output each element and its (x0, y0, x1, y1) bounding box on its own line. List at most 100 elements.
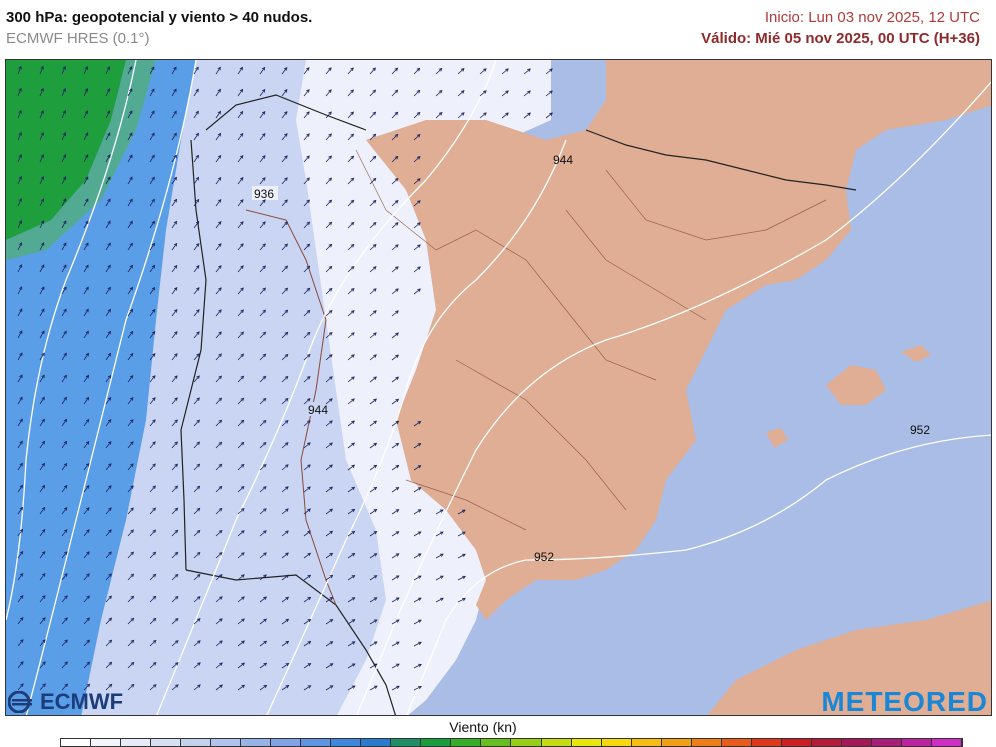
wind-arrow (325, 508, 334, 515)
wind-arrow (325, 574, 334, 581)
wind-arrow (237, 419, 245, 427)
model-name: ECMWF HRES (0.1°) (6, 30, 150, 47)
wind-arrow (83, 88, 89, 97)
wind-arrow (281, 552, 289, 559)
wind-arrow (17, 572, 24, 581)
wind-arrow (281, 486, 289, 493)
wind-arrow (237, 243, 244, 251)
wind-arrow (347, 67, 354, 75)
wind-arrow (259, 66, 266, 75)
wind-arrow (369, 464, 378, 471)
wind-arrow (105, 573, 112, 581)
wind-arrow (193, 551, 201, 559)
wind-arrow (391, 619, 400, 625)
wind-arrow (17, 528, 24, 537)
wind-arrow (281, 640, 290, 647)
wind-arrow (105, 551, 112, 559)
wind-arrow (325, 177, 333, 185)
colorbar-cell (421, 739, 452, 746)
wind-arrow (193, 154, 199, 163)
weather-map[interactable]: 936 944 944 952 952 (5, 59, 992, 716)
wind-arrow (171, 176, 177, 185)
contour-label-952-south: 952 (534, 550, 554, 564)
wind-arrow (259, 530, 267, 537)
colorbar-cell (361, 739, 392, 746)
wind-arrow (303, 596, 312, 603)
wind-area-jet-edge (6, 60, 156, 260)
wind-arrow (347, 530, 356, 537)
wind-arrow (413, 222, 421, 229)
wind-arrow (39, 109, 44, 119)
wind-arrow (259, 397, 267, 405)
wind-arrow (369, 332, 377, 339)
wind-arrow (303, 398, 311, 405)
wind-arrow (281, 574, 289, 581)
wind-arrow (259, 419, 267, 427)
wind-arrow (149, 286, 156, 295)
wind-arrow (325, 663, 334, 669)
wind-arrow (127, 198, 133, 207)
wind-arrow (413, 641, 422, 647)
wind-arrow (105, 220, 111, 229)
wind-arrow (83, 154, 89, 163)
wind-arrow (17, 639, 24, 647)
wind-arrow (523, 90, 531, 97)
wind-arrow (391, 354, 399, 361)
wind-arrow (17, 65, 22, 75)
wind-arrow (215, 596, 223, 603)
wind-arrow (17, 374, 23, 383)
wind-arrow (61, 529, 68, 537)
wind-arrow (259, 375, 267, 383)
wind-arrow (39, 595, 46, 603)
wind-arrow (391, 442, 400, 449)
wind-arrow (303, 574, 312, 581)
wind-arrow (83, 551, 90, 559)
wind-arrow (325, 199, 333, 207)
wind-arrow (215, 574, 223, 581)
ecmwf-logo-text: ECMWF (40, 689, 124, 714)
wind-arrow (281, 199, 288, 207)
wind-arrow (127, 308, 134, 317)
contour-944-a (156, 60, 497, 715)
wind-arrow (149, 264, 156, 273)
wind-arrow (413, 575, 422, 581)
wind-arrow (237, 441, 245, 449)
wind-arrow (149, 88, 155, 97)
wind-arrow (61, 551, 68, 559)
wind-arrow (39, 639, 46, 647)
wind-arrow (281, 66, 288, 75)
wind-arrow (193, 397, 200, 405)
wind-arrow (281, 662, 290, 669)
wind-arrow (281, 243, 288, 251)
wind-arrow (259, 309, 267, 317)
border-pyrenees (585, 129, 857, 191)
wind-arrow (281, 375, 289, 383)
wind-arrow (391, 685, 400, 691)
wind-arrow (259, 287, 266, 295)
wind-arrow (259, 441, 267, 449)
wind-arrow (259, 596, 267, 603)
colorbar-cell (451, 739, 482, 746)
wind-arrow (347, 575, 356, 581)
wind-arrow (303, 309, 311, 317)
wind-arrow (83, 352, 89, 361)
wind-arrow (259, 243, 266, 251)
wind-arrow (17, 594, 24, 603)
wind-arrow (127, 176, 133, 185)
wind-arrow (105, 66, 111, 75)
wind-arrow (17, 220, 23, 229)
wind-arrow (171, 485, 179, 493)
wind-arrow (259, 508, 267, 515)
wind-arrow (149, 573, 157, 581)
wind-arrow (501, 68, 509, 75)
wind-arrow (171, 375, 178, 383)
wind-arrow (413, 266, 421, 273)
wind-arrow (347, 177, 355, 185)
wind-arrow (127, 485, 134, 493)
wind-arrow (303, 464, 311, 471)
wind-arrow (83, 507, 90, 515)
wind-arrow (105, 595, 112, 603)
wind-arrow (281, 287, 289, 295)
wind-arrow (171, 463, 178, 471)
wind-arrow (303, 89, 310, 97)
